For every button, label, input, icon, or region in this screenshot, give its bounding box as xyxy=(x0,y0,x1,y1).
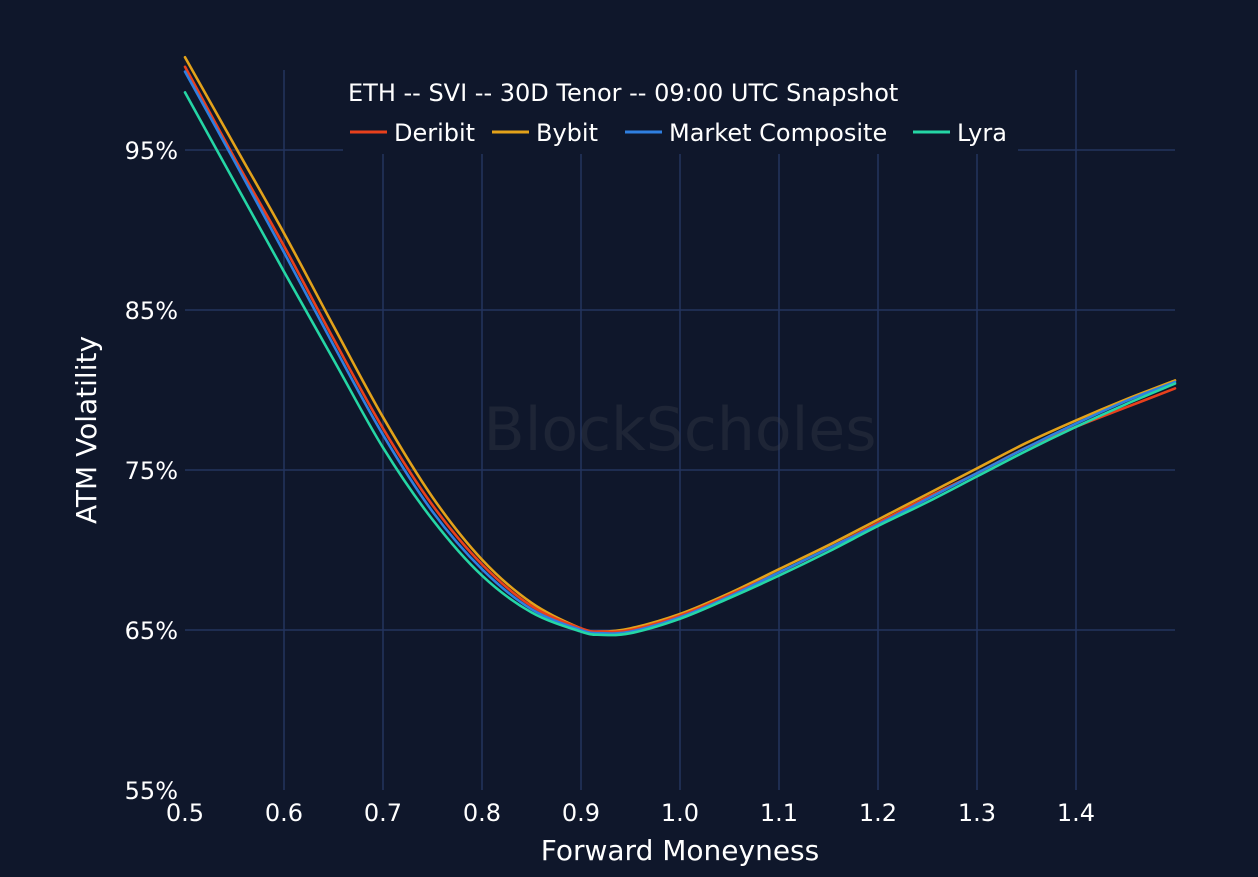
x-tick-label: 1.0 xyxy=(661,799,699,827)
x-tick-label: 0.9 xyxy=(562,799,600,827)
chart-title: ETH -- SVI -- 30D Tenor -- 09:00 UTC Sna… xyxy=(348,79,898,107)
legend-label: Deribit xyxy=(394,119,475,147)
x-tick-label: 0.5 xyxy=(166,799,204,827)
x-axis-ticks: 0.5 0.6 0.7 0.8 0.9 1.0 1.1 1.2 1.3 1.4 xyxy=(166,799,1095,827)
series-lines xyxy=(183,55,1177,637)
x-tick-label: 0.6 xyxy=(265,799,303,827)
y-axis-title: ATM Volatility xyxy=(70,336,103,524)
y-tick-label: 85% xyxy=(125,297,178,325)
y-tick-label: 55% xyxy=(125,777,178,805)
x-tick-label: 1.2 xyxy=(859,799,897,827)
watermark-text: BlockScholes xyxy=(484,395,877,465)
x-axis-title: Forward Moneyness xyxy=(541,834,819,867)
legend-label: Bybit xyxy=(536,119,598,147)
x-tick-label: 1.1 xyxy=(760,799,798,827)
series-line-market-composite xyxy=(183,70,1177,635)
y-axis-ticks: 55% 65% 75% 85% 95% xyxy=(125,137,178,805)
x-tick-label: 0.7 xyxy=(364,799,402,827)
legend-box xyxy=(343,70,1018,154)
y-tick-label: 65% xyxy=(125,617,178,645)
x-tick-label: 0.8 xyxy=(463,799,501,827)
legend-label: Lyra xyxy=(957,119,1007,147)
legend-label: Market Composite xyxy=(669,119,887,147)
legend: Deribit Bybit Market Composite Lyra xyxy=(350,119,1007,147)
series-line-lyra xyxy=(183,91,1177,637)
x-tick-label: 1.3 xyxy=(958,799,996,827)
y-tick-label: 95% xyxy=(125,137,178,165)
x-tick-label: 1.4 xyxy=(1057,799,1095,827)
y-tick-label: 75% xyxy=(125,457,178,485)
